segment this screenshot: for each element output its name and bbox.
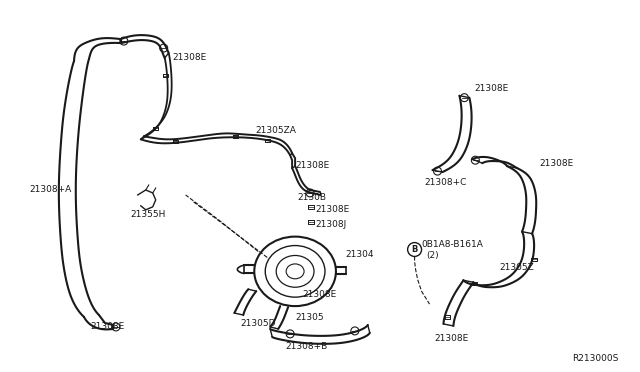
Text: 21305D: 21305D [241, 320, 276, 328]
Text: 0B1A8-B161A: 0B1A8-B161A [422, 240, 483, 249]
Text: R213000S: R213000S [572, 354, 619, 363]
Text: 21308+C: 21308+C [424, 177, 467, 186]
Text: 21308E: 21308E [474, 84, 509, 93]
Text: 21308E: 21308E [435, 334, 468, 343]
Text: 21355H: 21355H [131, 210, 166, 219]
Text: 21308+B: 21308+B [285, 342, 328, 351]
Text: 21308E: 21308E [539, 159, 573, 168]
Text: 21308E: 21308E [173, 54, 207, 62]
Text: 21305Z: 21305Z [499, 263, 534, 272]
Text: 21308+A: 21308+A [29, 186, 72, 195]
Text: 21308J: 21308J [315, 220, 346, 229]
Text: 21308E: 21308E [315, 205, 349, 214]
Text: 21305: 21305 [295, 312, 324, 321]
Text: B: B [412, 245, 418, 254]
Text: 21304: 21304 [345, 250, 373, 259]
Text: 21308E: 21308E [90, 323, 124, 331]
Text: (2): (2) [426, 251, 439, 260]
Text: 2130B: 2130B [297, 193, 326, 202]
Text: 21308E: 21308E [295, 161, 330, 170]
Text: 21305ZA: 21305ZA [255, 126, 296, 135]
Text: 21308E: 21308E [302, 290, 337, 299]
